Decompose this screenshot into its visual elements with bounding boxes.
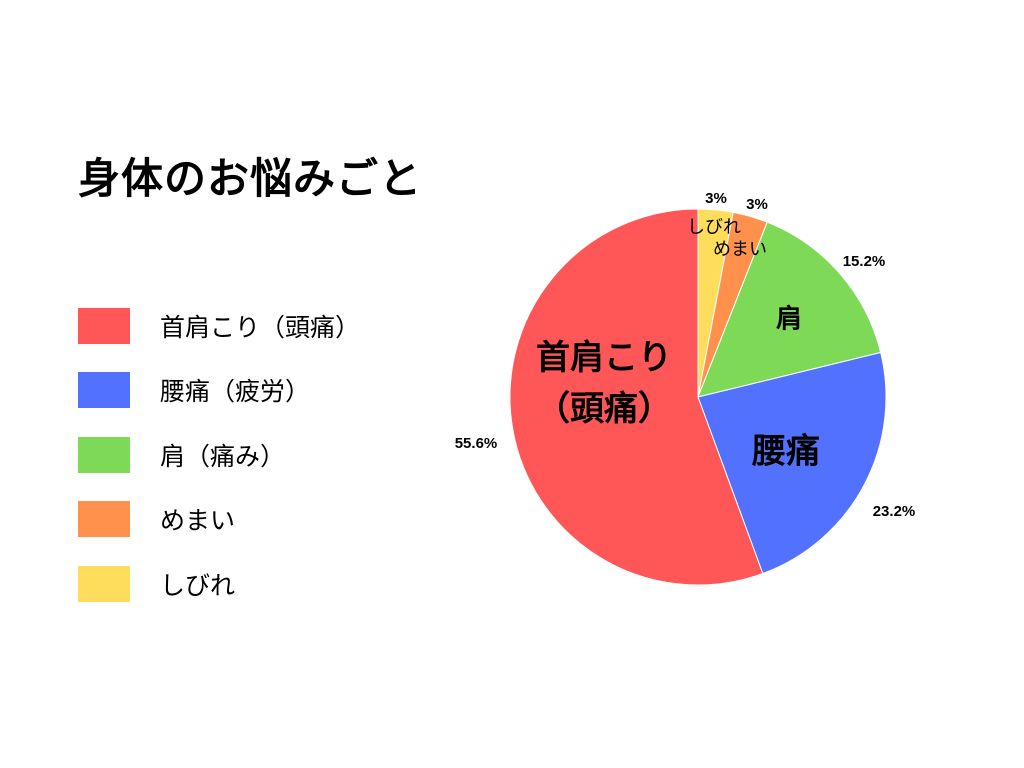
slice-label: めまい — [713, 239, 767, 260]
slice-label: 肩 — [776, 304, 802, 335]
pie-slice — [697, 221, 882, 398]
slice-label: 首肩こり — [536, 338, 672, 378]
chart-title: 身体のお悩みごと — [78, 154, 423, 203]
legend-label: 首肩こり（頭痛） — [160, 313, 361, 342]
slice-label: しびれ — [687, 217, 741, 238]
legend-label: しびれ — [160, 571, 236, 600]
legend-label: めまい — [160, 506, 236, 535]
percent-label: 3% — [705, 190, 727, 207]
legend-item: めまい — [78, 501, 235, 537]
pie-slice — [509, 208, 764, 586]
legend-item: しびれ — [78, 566, 235, 602]
legend-label: 肩（痛み） — [160, 442, 286, 471]
legend-swatch — [78, 566, 130, 602]
legend-swatch — [78, 372, 130, 408]
percent-label: 15.2% — [843, 253, 886, 270]
legend-label: 腰痛（疲労） — [160, 377, 311, 406]
pie-slice — [697, 351, 887, 575]
legend-swatch — [78, 437, 130, 473]
legend-swatch — [78, 501, 130, 537]
slice-label: （頭痛） — [536, 389, 672, 429]
legend-item: 首肩こり（頭痛） — [78, 308, 360, 344]
legend-item: 肩（痛み） — [78, 437, 285, 473]
percent-label: 3% — [746, 196, 768, 213]
legend-swatch — [78, 308, 130, 344]
slice-label: 腰痛 — [752, 432, 820, 472]
legend-item: 腰痛（疲労） — [78, 372, 310, 408]
percent-label: 23.2% — [873, 503, 916, 520]
percent-label: 55.6% — [455, 435, 498, 452]
